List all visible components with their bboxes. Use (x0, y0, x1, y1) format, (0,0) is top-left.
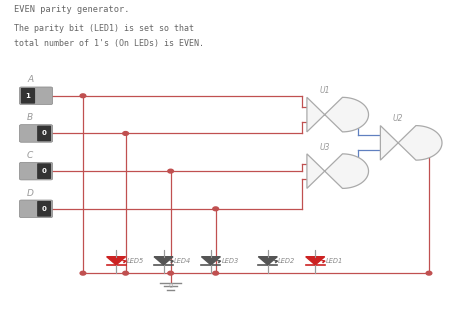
FancyBboxPatch shape (21, 88, 35, 104)
Text: The parity bit (LED1) is set so that: The parity bit (LED1) is set so that (14, 24, 194, 33)
Polygon shape (201, 257, 220, 265)
FancyBboxPatch shape (37, 163, 51, 179)
Circle shape (80, 271, 86, 275)
Text: C: C (27, 151, 33, 160)
Text: 1: 1 (25, 93, 30, 99)
Polygon shape (306, 257, 325, 265)
Text: 0: 0 (168, 283, 173, 289)
Circle shape (123, 271, 128, 275)
Circle shape (80, 94, 86, 98)
Text: LED2: LED2 (278, 258, 295, 264)
Polygon shape (154, 257, 173, 265)
Text: LED5: LED5 (127, 258, 144, 264)
Text: D: D (27, 188, 34, 198)
Text: U1: U1 (319, 86, 330, 95)
Polygon shape (380, 126, 442, 160)
FancyBboxPatch shape (19, 87, 53, 105)
Circle shape (168, 169, 173, 173)
Text: total number of 1's (On LEDs) is EVEN.: total number of 1's (On LEDs) is EVEN. (14, 39, 204, 48)
Circle shape (123, 132, 128, 135)
Text: 0: 0 (42, 206, 46, 212)
Text: A: A (27, 75, 33, 84)
Circle shape (426, 271, 432, 275)
Polygon shape (307, 97, 368, 132)
FancyBboxPatch shape (37, 126, 51, 141)
Text: U3: U3 (319, 143, 330, 152)
Circle shape (213, 207, 219, 211)
Text: B: B (27, 113, 33, 122)
FancyBboxPatch shape (19, 162, 53, 180)
FancyBboxPatch shape (37, 201, 51, 217)
FancyBboxPatch shape (19, 125, 53, 142)
Text: 0: 0 (42, 168, 46, 174)
Text: 0: 0 (42, 130, 46, 137)
Text: EVEN parity generator.: EVEN parity generator. (14, 5, 130, 14)
Polygon shape (258, 257, 277, 265)
Polygon shape (307, 154, 368, 188)
Text: U2: U2 (393, 114, 403, 123)
Circle shape (213, 271, 219, 275)
Polygon shape (107, 257, 126, 265)
Circle shape (168, 271, 173, 275)
Text: LED3: LED3 (221, 258, 238, 264)
Text: LED4: LED4 (174, 258, 191, 264)
FancyBboxPatch shape (19, 200, 53, 218)
Text: LED1: LED1 (326, 258, 343, 264)
